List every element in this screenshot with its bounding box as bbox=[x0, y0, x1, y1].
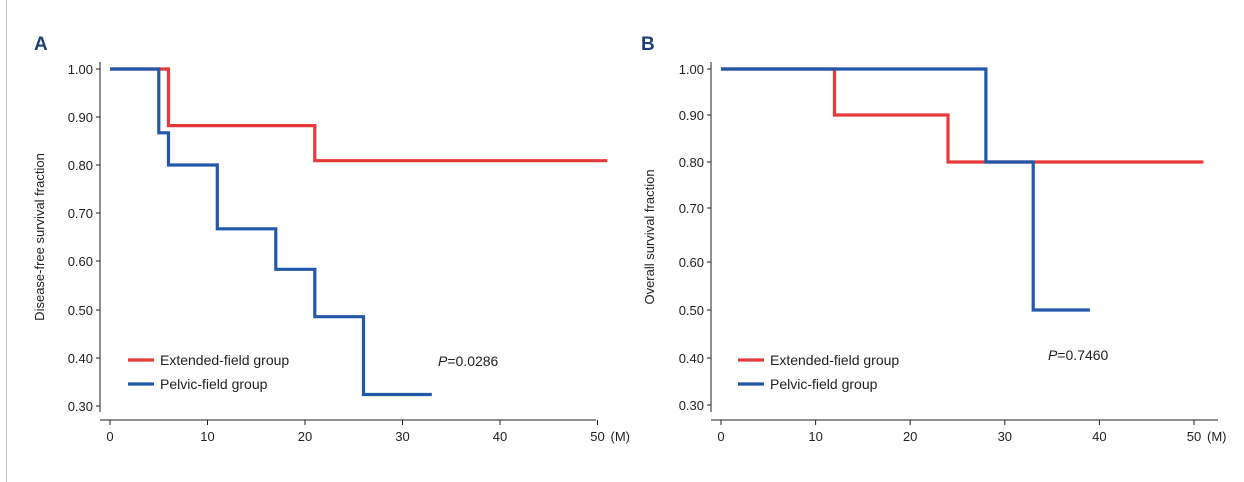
panel-b-x-tick-label: 40 bbox=[1092, 429, 1106, 444]
panel-a-y-tick-label: 0.50 bbox=[68, 303, 93, 318]
panel-b-y-tick-label: 0.80 bbox=[679, 155, 704, 170]
panel-a-legend-label: Pelvic-field group bbox=[160, 376, 268, 392]
panel-b-label: B bbox=[641, 34, 655, 55]
panel-a-marks: 1.00 0.90 0.80 0.70 0.60 0.50 0.40 0.30 0 10 20 30 4… bbox=[68, 62, 630, 444]
panel-a-y-tick-label: 0.30 bbox=[68, 399, 93, 414]
panel-a-label: A bbox=[34, 34, 48, 55]
panel-b-series-pelvic-line bbox=[721, 67, 1090, 312]
panel-a-x-tick-label: 50 bbox=[590, 429, 604, 444]
panel-a-x-tick-label: 0 bbox=[106, 429, 113, 444]
panel-a-x-tick-label: 30 bbox=[395, 429, 409, 444]
panel-b-y-tick-label: 0.60 bbox=[679, 255, 704, 270]
panel-b-x-tick-label: 0 bbox=[717, 429, 724, 444]
panel-a-y-tick-label: 0.80 bbox=[68, 158, 93, 173]
panel-b-y-axis-title: Overall survival fraction bbox=[642, 169, 657, 304]
panel-a-x-tick-label: 40 bbox=[493, 429, 507, 444]
panel-a-y-tick-label: 0.90 bbox=[68, 110, 93, 125]
panel-b-series-extended-line bbox=[721, 67, 1204, 164]
panel-a-x-unit-label: (M) bbox=[611, 429, 631, 444]
panel-a: A Disease-free survival fraction 1.00 0.9… bbox=[32, 34, 630, 444]
panel-a-y-axis-title: Disease-free survival fraction bbox=[32, 153, 47, 321]
panel-b-y-tick-label: 0.50 bbox=[679, 303, 704, 318]
panel-b-x-tick-label: 20 bbox=[903, 429, 917, 444]
panel-b: B Overall survival fraction 1.00 0.90 0.80… bbox=[641, 34, 1227, 444]
panel-b-x-tick-label: 10 bbox=[808, 429, 822, 444]
panel-b-y-tick-label: 0.90 bbox=[679, 108, 704, 123]
panel-b-x-unit-label: (M) bbox=[1207, 429, 1227, 444]
panel-b-legend-label: Pelvic-field group bbox=[770, 376, 878, 392]
panel-a-y-tick-label: 0.40 bbox=[68, 351, 93, 366]
panel-a-p-value: P=0.0286 bbox=[438, 353, 499, 369]
panel-b-y-tick-label: 0.30 bbox=[679, 398, 704, 413]
panel-b-x-tick-label: 50 bbox=[1187, 429, 1201, 444]
panel-a-series-extended-line bbox=[110, 67, 608, 163]
panel-a-x-tick-label: 10 bbox=[200, 429, 214, 444]
panel-b-p-value: P=0.7460 bbox=[1048, 347, 1109, 363]
panel-b-marks: 1.00 0.90 0.80 0.70 0.60 0.50 0.40 0.30 0 10 20 30 4… bbox=[679, 62, 1227, 444]
panel-b-y-tick-label: 0.70 bbox=[679, 201, 704, 216]
panel-b-y-tick-label: 0.40 bbox=[679, 351, 704, 366]
panel-b-x-tick-label: 30 bbox=[998, 429, 1012, 444]
panel-a-series-pelvic-line bbox=[110, 67, 432, 397]
panel-a-y-tick-label: 0.70 bbox=[68, 206, 93, 221]
panel-b-legend-label: Extended-field group bbox=[770, 352, 899, 368]
panel-a-legend-label: Extended-field group bbox=[160, 352, 289, 368]
panel-a-y-tick-label: 1.00 bbox=[68, 62, 93, 77]
panel-a-y-tick-label: 0.60 bbox=[68, 254, 93, 269]
panel-b-y-tick-label: 1.00 bbox=[679, 62, 704, 77]
panel-a-x-tick-label: 20 bbox=[298, 429, 312, 444]
